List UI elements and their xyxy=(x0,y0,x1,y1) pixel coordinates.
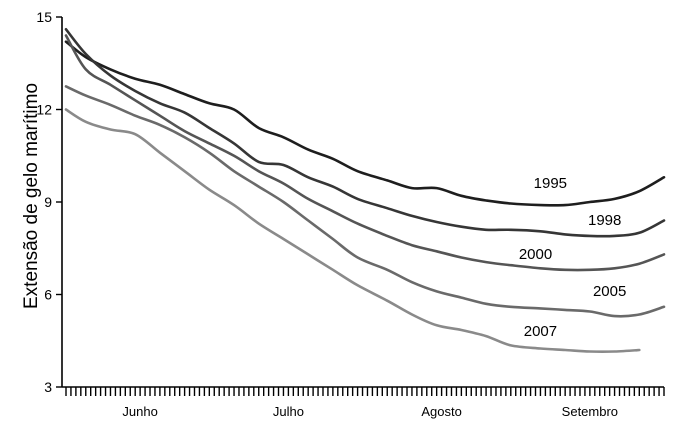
series-line-2005 xyxy=(64,85,666,318)
y-tick-label: 6 xyxy=(44,287,52,303)
y-tick-label: 3 xyxy=(44,379,52,395)
series-label-2007: 2007 xyxy=(524,323,557,340)
series-label-2000: 2000 xyxy=(519,246,552,263)
series-label-1998: 1998 xyxy=(588,212,621,229)
series-lines xyxy=(64,28,666,354)
x-month-label: Setembro xyxy=(562,404,618,419)
axes: 3 6 9 12 15 Junho Julho Agosto Setembro xyxy=(36,9,665,419)
y-axis-label: Extensão de gelo marítimo xyxy=(21,83,42,309)
series-labels: 1995 1998 2000 2005 2007 xyxy=(519,175,627,340)
y-tick-label: 12 xyxy=(36,102,52,118)
series-line-1998 xyxy=(64,28,666,238)
x-month-label: Junho xyxy=(122,404,157,419)
x-month-label: Agosto xyxy=(421,404,461,419)
x-month-label: Julho xyxy=(273,404,304,419)
series-line-2007 xyxy=(64,108,641,354)
series-label-2005: 2005 xyxy=(593,283,626,300)
y-tick-label: 15 xyxy=(36,9,52,25)
series-line-1995 xyxy=(64,40,666,207)
series-line-2000 xyxy=(64,34,666,272)
y-tick-label: 9 xyxy=(44,194,52,210)
series-label-1995: 1995 xyxy=(534,175,567,192)
